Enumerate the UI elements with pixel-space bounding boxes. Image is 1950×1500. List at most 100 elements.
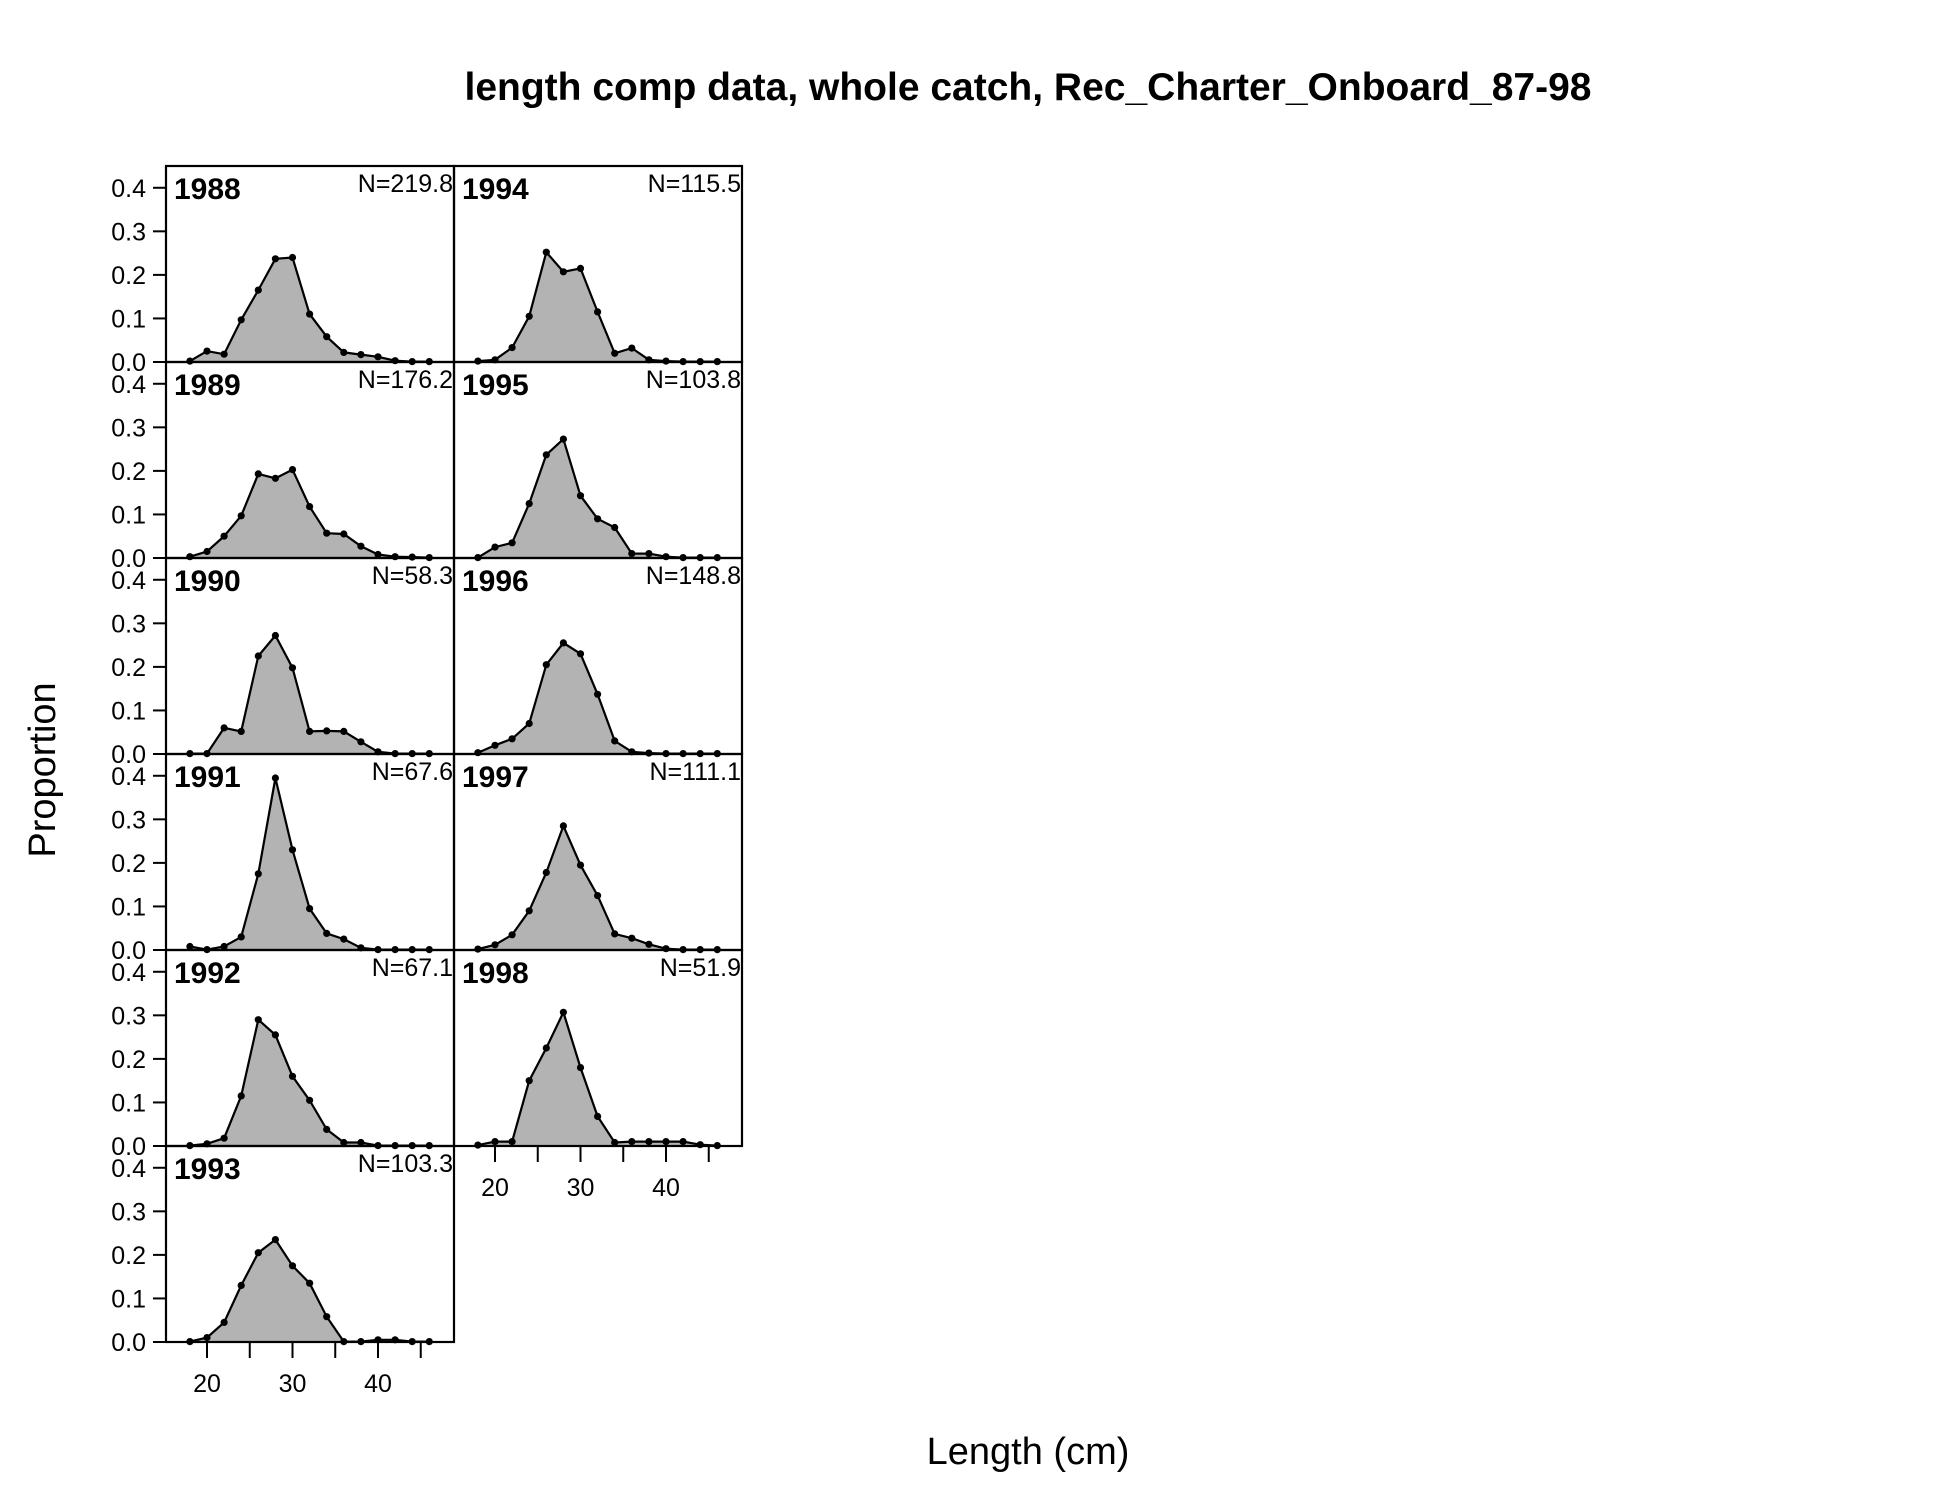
data-point [237,512,245,520]
panel-1997: 1997 N=111.1 [452,752,744,954]
data-point [323,727,331,735]
data-point [220,1318,228,1326]
area-fill-1992 [189,1019,430,1146]
data-point [508,344,516,352]
data-point [559,435,568,443]
panel-1996: 1996 N=148.8 [452,556,744,758]
panel-year-label: 1998 [462,957,529,990]
panel-grid: 1988 N=219.8 0.0 0.1 0.2 0.3 0.4 1989 N=176.2 0.0… [111,164,744,1398]
data-point [559,1008,568,1016]
data-point [542,248,550,256]
data-point [323,1125,331,1133]
x-tick-label: 30 [567,1174,595,1202]
panel-year-label: 1988 [174,173,241,206]
data-point [525,500,533,508]
data-point [306,1279,314,1287]
data-point [374,353,382,361]
y-tick-label: 0.1 [111,1285,146,1313]
data-point [374,550,382,559]
data-point [357,738,365,746]
data-point [186,553,194,561]
y-tick-label: 0.3 [111,610,146,638]
data-point [306,905,314,913]
area-fill-1995 [477,439,718,558]
data-point [391,553,399,561]
y-tick-label: 0.3 [111,218,146,246]
data-point [237,933,245,941]
panel-year-label: 1996 [462,565,529,598]
data-point [357,1138,365,1147]
data-point [525,312,533,320]
data-point [611,737,619,745]
y-tick-label: 0.0 [111,349,146,377]
y-tick-label: 0.0 [111,1133,146,1161]
data-point [645,550,653,558]
y-tick-label: 0.3 [111,806,146,834]
data-point [254,1016,262,1024]
data-point [508,1138,516,1146]
data-point [306,727,314,736]
data-point [576,861,585,869]
y-tick-label: 0.4 [111,1155,146,1183]
data-point [203,1334,211,1342]
panel-year-label: 1991 [174,761,241,794]
data-point [662,1138,670,1146]
panel-n-label: N=67.6 [372,758,453,786]
x-tick-label: 20 [481,1174,509,1202]
x-tick-label: 40 [652,1174,680,1202]
data-point [220,350,228,358]
panel-year-label: 1994 [462,173,529,206]
data-point [628,550,636,558]
data-point [340,348,348,356]
data-point [491,543,499,551]
data-point [508,735,516,743]
data-point [645,1138,653,1146]
area-fill-1997 [477,825,718,950]
data-point [271,1031,279,1039]
y-tick-label: 0.4 [111,371,146,399]
data-point [576,650,585,658]
data-point [542,868,550,877]
data-point [357,542,365,550]
y-tick-label: 0.3 [111,1198,146,1226]
data-point [271,255,279,263]
y-tick-label: 0.0 [111,937,146,965]
panel-year-label: 1993 [174,1153,241,1186]
data-point [391,357,399,365]
y-tick-label: 0.1 [111,1089,146,1117]
data-point [288,466,297,474]
y-tick-label: 0.1 [111,305,146,333]
y-tick-label: 0.4 [111,959,146,987]
data-point [594,308,602,316]
data-point [525,1077,533,1085]
panel-1998: 1998 N=51.9 20 30 40 [452,948,744,1202]
y-tick-label: 0.1 [111,697,146,725]
data-point [288,1262,297,1270]
y-tick-label: 0.0 [111,545,146,573]
data-point [271,631,279,640]
panel-n-label: N=219.8 [358,170,453,198]
panel-n-label: N=51.9 [660,954,741,982]
data-point [662,553,670,561]
data-point [542,661,550,669]
data-point [237,316,245,324]
y-tick-label: 0.2 [111,1046,146,1074]
data-point [306,310,314,318]
x-tick-label: 30 [279,1370,307,1398]
y-tick-label: 0.1 [111,893,146,921]
panel-n-label: N=67.1 [372,954,453,982]
panel-frame [164,1144,456,1344]
data-point [254,470,262,478]
data-point [306,503,314,511]
panel-n-label: N=103.3 [358,1150,453,1178]
data-point [645,940,653,948]
data-point [340,935,348,943]
data-point [679,1138,687,1146]
data-point [306,1096,314,1104]
data-point [474,749,482,757]
y-tick-label: 0.2 [111,458,146,486]
data-point [323,929,331,938]
data-point [628,1138,636,1146]
y-tick-label: 0.4 [111,567,146,595]
